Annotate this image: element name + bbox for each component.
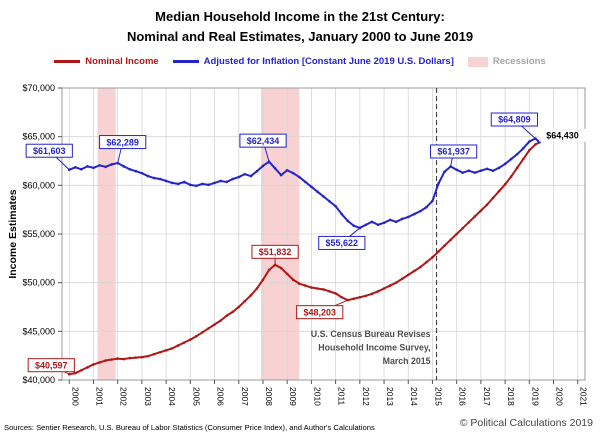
svg-text:U.S. Census Bureau Revises: U.S. Census Bureau Revises	[311, 329, 431, 339]
adjusted-line-swatch	[172, 60, 199, 63]
svg-text:$51,832: $51,832	[259, 247, 292, 257]
svg-text:2017: 2017	[482, 387, 492, 406]
x-tick-labels: 2000 2001 2002 2003 2004 2005 2006 2007 2008 2009…	[70, 387, 588, 406]
svg-text:2010: 2010	[312, 387, 322, 406]
svg-text:2007: 2007	[240, 387, 250, 406]
copyright-text: © Political Calculations 2019	[459, 417, 593, 429]
svg-text:2012: 2012	[361, 387, 371, 406]
svg-text:$40,000: $40,000	[22, 375, 55, 385]
svg-text:2001: 2001	[94, 387, 104, 406]
legend-item-nominal: Nominal Income	[54, 56, 159, 67]
svg-text:2008: 2008	[264, 387, 274, 406]
recession-swatch	[467, 56, 488, 67]
svg-text:2011: 2011	[337, 387, 347, 406]
svg-text:$62,289: $62,289	[106, 137, 139, 147]
svg-text:2015: 2015	[433, 387, 443, 406]
svg-text:2004: 2004	[167, 387, 177, 406]
legend-item-adjusted: Adjusted for Inflation [Constant June 20…	[172, 56, 454, 67]
svg-text:March 2015: March 2015	[383, 356, 431, 366]
svg-text:2020: 2020	[555, 387, 565, 406]
nominal-line-swatch	[54, 60, 81, 63]
census-note: U.S. Census Bureau Revises Household Inco…	[311, 329, 431, 366]
chart-title: Median Household Income in the 21st Cent…	[0, 7, 600, 47]
svg-text:$55,000: $55,000	[22, 229, 55, 239]
svg-text:2018: 2018	[506, 387, 516, 406]
series-real	[67, 137, 541, 230]
legend-label-adjusted: Adjusted for Inflation [Constant June 20…	[203, 56, 454, 67]
svg-text:2006: 2006	[216, 387, 226, 406]
svg-text:$65,000: $65,000	[22, 132, 55, 142]
svg-text:$40,597: $40,597	[35, 360, 68, 370]
svg-text:2019: 2019	[530, 387, 540, 406]
svg-text:2003: 2003	[143, 387, 153, 406]
chart-title-line1: Median Household Income in the 21st Cent…	[155, 9, 445, 24]
svg-text:$64,809: $64,809	[498, 115, 531, 125]
legend: Nominal Income Adjusted for Inflation [C…	[0, 56, 600, 67]
svg-text:$48,203: $48,203	[303, 307, 336, 317]
svg-text:2016: 2016	[458, 387, 468, 406]
y-tick-labels: $40,000 $45,000 $50,000 $55,000 $60,000 $65,0…	[22, 83, 55, 385]
legend-label-nominal: Nominal Income	[85, 56, 159, 67]
svg-text:$64,430: $64,430	[546, 130, 579, 140]
chart-title-line2: Nominal and Real Estimates, January 2000…	[126, 29, 474, 45]
series-nominal	[67, 140, 541, 376]
svg-text:$50,000: $50,000	[22, 278, 55, 288]
legend-label-recessions: Recessions	[492, 56, 546, 67]
value-labels: $61,603 $62,289 $62,434 $55,622 $61,937 $64,8…	[25, 112, 586, 375]
svg-text:$60,000: $60,000	[22, 180, 55, 190]
svg-text:$45,000: $45,000	[22, 326, 55, 336]
svg-text:2000: 2000	[70, 387, 80, 406]
svg-text:2013: 2013	[385, 387, 395, 406]
svg-text:$61,937: $61,937	[437, 147, 470, 157]
sources-text: Sources: Sentier Research, U.S. Bureau o…	[4, 423, 375, 432]
svg-text:$70,000: $70,000	[22, 83, 55, 93]
svg-text:$61,603: $61,603	[33, 146, 66, 156]
svg-text:$62,434: $62,434	[247, 136, 280, 146]
svg-text:2014: 2014	[409, 387, 419, 406]
legend-item-recessions: Recessions	[467, 56, 546, 67]
svg-text:$55,622: $55,622	[326, 238, 359, 248]
svg-text:2005: 2005	[191, 387, 201, 406]
svg-text:2002: 2002	[119, 387, 129, 406]
tick-marks	[58, 87, 579, 384]
svg-text:Household Income Survey,: Household Income Survey,	[318, 343, 430, 353]
svg-text:2009: 2009	[288, 387, 298, 406]
svg-text:2021: 2021	[579, 387, 589, 406]
